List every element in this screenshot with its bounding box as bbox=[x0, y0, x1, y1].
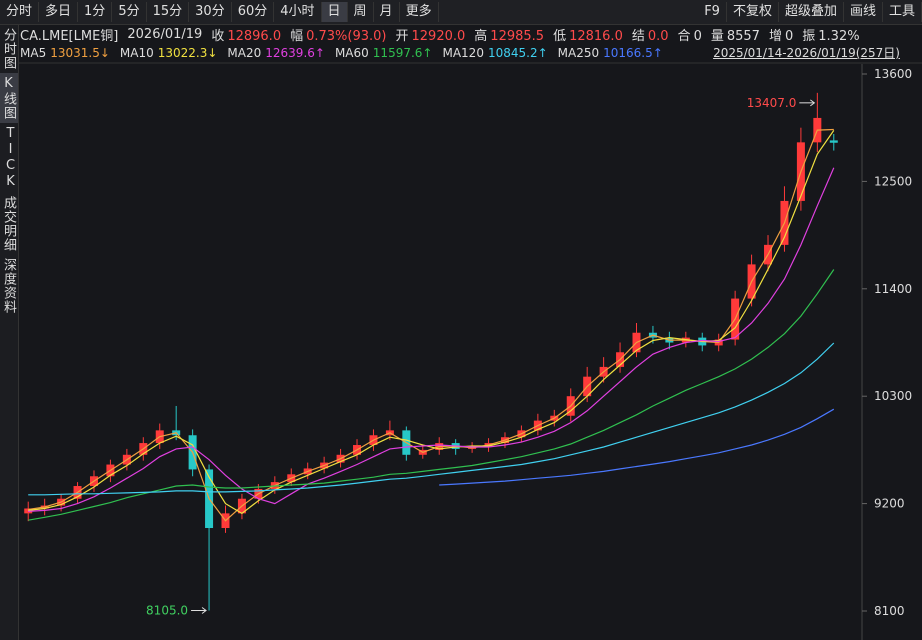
y-tick-label: 12500 bbox=[874, 174, 912, 188]
quote-row: CA.LME[LME铜] 2026/01/19 收 12896.0 幅 0.73%(9… bbox=[20, 24, 860, 44]
ma-line bbox=[28, 342, 835, 496]
arrow-head bbox=[201, 607, 207, 614]
arrow-head bbox=[810, 99, 816, 107]
quote-value: 12816.0 bbox=[569, 28, 623, 44]
y-tick-label: 9200 bbox=[874, 497, 905, 511]
y-tick-label: 10300 bbox=[874, 389, 912, 403]
ma-name: MA60 bbox=[334, 46, 369, 60]
quote-label: 合 bbox=[677, 28, 691, 44]
ma-value: 12639.6↑ bbox=[265, 46, 325, 60]
quote-value: 12896.0 bbox=[227, 28, 282, 44]
quote-field: 结 0.0 bbox=[632, 25, 669, 44]
annotation-label: 13407.0 bbox=[747, 96, 797, 110]
date: 2026/01/19 bbox=[127, 26, 203, 42]
side-tab[interactable]: K线图 bbox=[0, 73, 18, 123]
side-tab[interactable]: 成交明细 bbox=[1, 196, 16, 252]
period-tab[interactable]: 分时 bbox=[0, 2, 40, 22]
period-tab[interactable]: 多日 bbox=[39, 2, 79, 22]
candle-body bbox=[829, 140, 838, 143]
quote-value: 1.32% bbox=[818, 28, 860, 44]
ma-value: 10166.5↑ bbox=[603, 46, 663, 60]
tool-button[interactable]: 不复权 bbox=[727, 2, 779, 22]
ma-value: 13022.3↓ bbox=[157, 46, 218, 60]
side-tab[interactable]: 深度资料 bbox=[1, 258, 16, 314]
quote-value: 0.73%(93.0) bbox=[306, 28, 387, 44]
annotation-label: 8105.0 bbox=[146, 604, 188, 618]
quote-value: 12985.5 bbox=[490, 28, 545, 44]
y-tick-label: 11400 bbox=[874, 282, 912, 296]
ma-name: MA10 bbox=[119, 46, 154, 60]
ma-value: 10845.2↑ bbox=[487, 46, 548, 60]
quote-value: 0.0 bbox=[647, 28, 669, 44]
quote-label: 幅 bbox=[290, 28, 304, 44]
y-tick-label: 13600 bbox=[874, 67, 912, 81]
ma-name: MA5 bbox=[20, 46, 47, 60]
quote-label: 增 bbox=[768, 28, 782, 44]
ma-name: MA20 bbox=[227, 46, 262, 60]
quote-label: 高 bbox=[474, 28, 488, 44]
ma-name: MA120 bbox=[442, 46, 484, 60]
ma-line bbox=[28, 269, 835, 521]
quote-label: 振 bbox=[802, 28, 816, 44]
period-tab[interactable]: 更多 bbox=[400, 2, 439, 22]
ma-line bbox=[28, 128, 834, 522]
tool-button[interactable]: 超级叠加 bbox=[779, 2, 844, 22]
quote-label: 量 bbox=[710, 28, 724, 44]
side-tab[interactable]: 分时图 bbox=[1, 28, 16, 70]
quote-field: 幅 0.73%(93.0) bbox=[290, 25, 386, 44]
ma-line bbox=[28, 130, 835, 515]
date-range[interactable]: 2025/01/14-2026/01/19(257日) bbox=[713, 46, 900, 60]
period-tabs: 分时 多日 1分 5分 15分 30分 60分 4小时日周月更多 bbox=[0, 0, 439, 24]
side-tab[interactable]: TICK bbox=[3, 126, 18, 190]
period-tab[interactable]: 30分 bbox=[189, 2, 232, 22]
quote-value: 12920.0 bbox=[411, 28, 466, 44]
quote-field: 收 12896.0 bbox=[211, 25, 281, 44]
quote-label: 结 bbox=[631, 28, 645, 44]
ma-name: MA250 bbox=[557, 46, 600, 60]
ma-legend: MA5 13031.5↓ MA10 13022.3↓ MA20 12639.6↑ MA60 1… bbox=[20, 44, 669, 62]
symbol: CA.LME[LME铜] bbox=[20, 28, 119, 44]
period-tab[interactable]: 4小时 bbox=[274, 2, 322, 22]
sidebar: 分时图 K线图 TICK 成交明细深度资料 bbox=[0, 25, 19, 640]
quote-value: 8557 bbox=[726, 28, 760, 44]
quote-field: 高 12985.5 bbox=[474, 25, 544, 44]
quote-value: 0 bbox=[693, 28, 702, 44]
period-tab[interactable]: 月 bbox=[374, 2, 400, 22]
quote-field: 开 12920.0 bbox=[396, 25, 466, 44]
quote-value: 0 bbox=[784, 28, 794, 44]
period-tab[interactable]: 5分 bbox=[112, 2, 147, 22]
quote-field: 振 1.32% bbox=[802, 25, 859, 44]
toolbar: 分时 多日 1分 5分 15分 30分 60分 4小时日周月更多 F9 不复权 超级叠加 画线 工具 bbox=[0, 0, 922, 25]
period-tab[interactable]: 1分 bbox=[78, 2, 113, 22]
ma-line bbox=[439, 408, 835, 486]
tool-button[interactable]: 画线 bbox=[844, 2, 883, 22]
tool-button[interactable]: F9 bbox=[698, 2, 727, 22]
y-tick-label: 8100 bbox=[874, 604, 905, 618]
period-tab[interactable]: 周 bbox=[348, 2, 374, 22]
ma-line bbox=[28, 167, 835, 512]
ma-value: 13031.5↓ bbox=[50, 46, 110, 60]
quote-field: 低 12816.0 bbox=[553, 25, 623, 44]
quote-label: 低 bbox=[553, 28, 567, 44]
period-tab[interactable]: 日 bbox=[321, 2, 348, 22]
ma-value: 11597.6↑ bbox=[372, 46, 433, 60]
period-tab[interactable]: 60分 bbox=[232, 2, 275, 22]
period-tab[interactable]: 15分 bbox=[147, 2, 190, 22]
quote-label: 开 bbox=[395, 28, 409, 44]
quote-label: 收 bbox=[211, 28, 225, 44]
tool-button[interactable]: 工具 bbox=[883, 2, 922, 22]
quote-field: 量 8557 bbox=[711, 25, 760, 44]
tool-buttons: F9 不复权 超级叠加 画线 工具 bbox=[698, 0, 922, 24]
